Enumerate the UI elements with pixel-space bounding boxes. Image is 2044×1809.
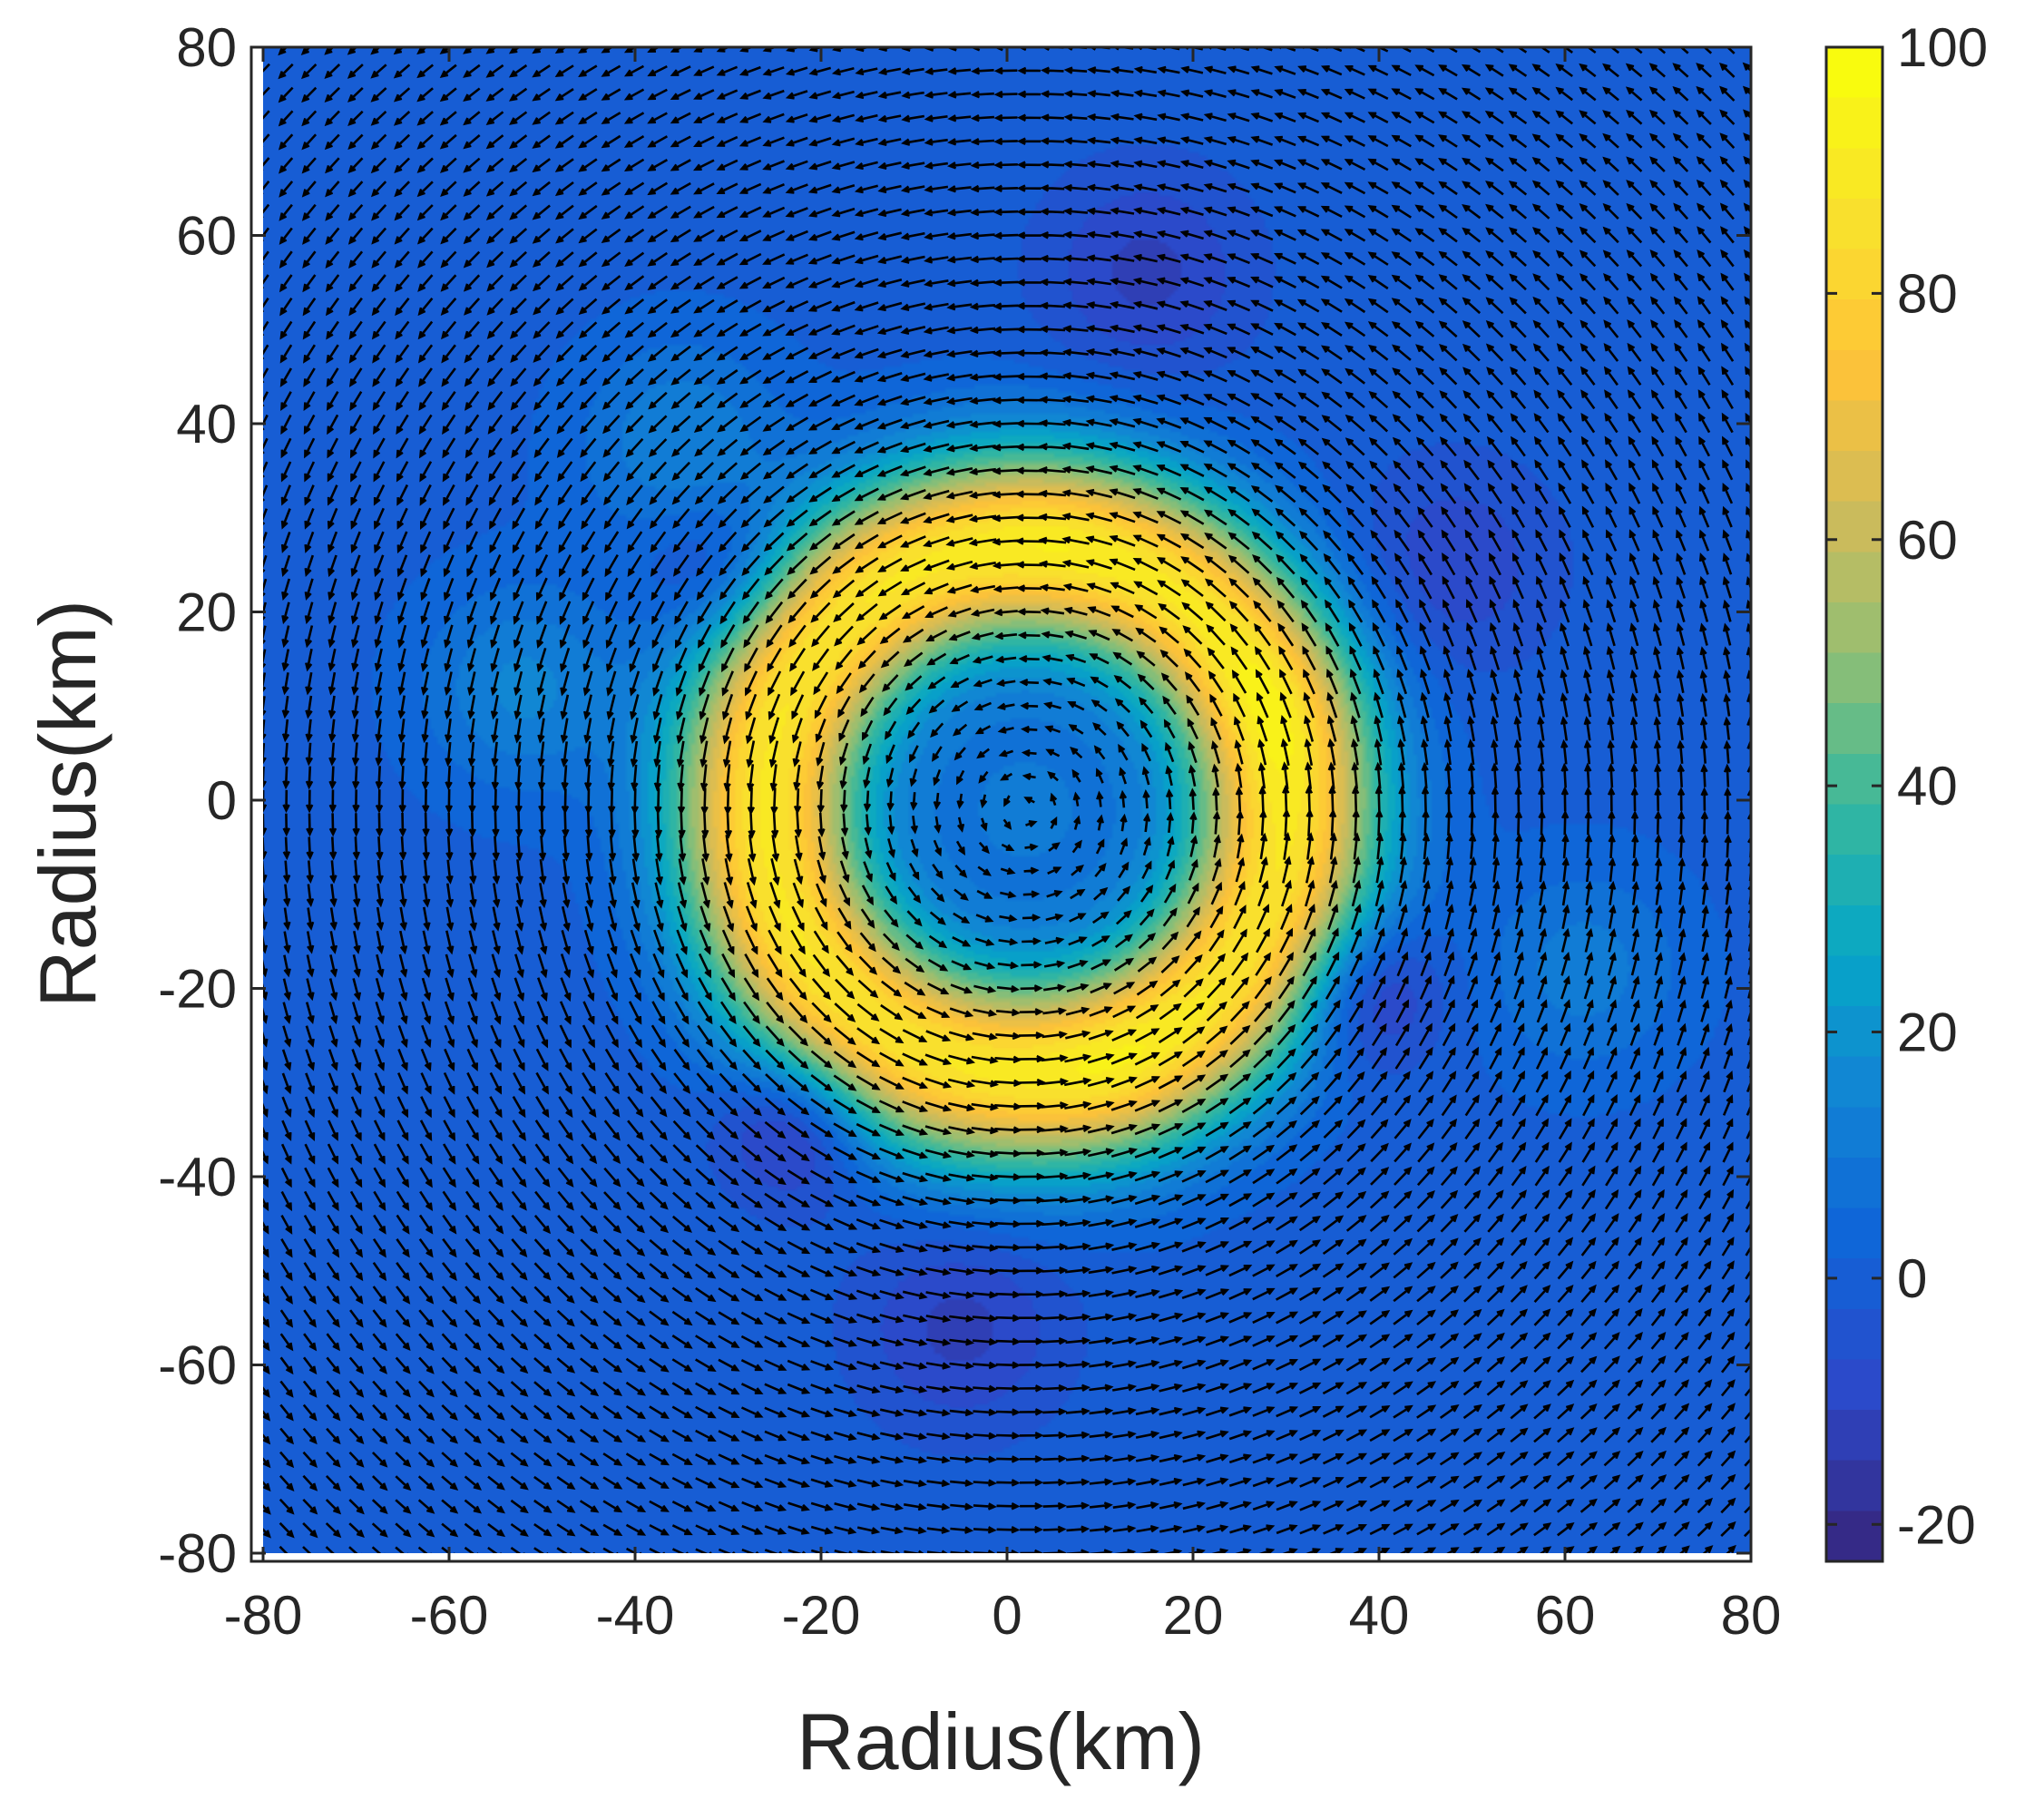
- x-tick-label: 40: [1349, 1585, 1410, 1646]
- x-tick-label: 80: [1721, 1585, 1782, 1646]
- colorbar-frame: [1824, 45, 1884, 1563]
- x-tick-label: -40: [596, 1585, 675, 1646]
- colorbar-tick-label: 20: [1897, 1002, 1958, 1063]
- colorbar-fill: [1826, 47, 1883, 1561]
- plot-area: -80 -60 -40 -20 0 20 40 60 80 -80 -60 -40 -20 0 20 40 6…: [23, 17, 1781, 1786]
- x-tick-label: -80: [224, 1585, 303, 1646]
- y-tick-label: 20: [176, 582, 237, 643]
- colorbar: -20 0 20 40 60 80 100: [1824, 17, 1988, 1563]
- y-tick-label: 0: [207, 770, 237, 831]
- x-tick-label: 60: [1535, 1585, 1596, 1646]
- wind-vector-arrows: [263, 47, 1751, 1553]
- y-tick-label: 80: [176, 17, 237, 78]
- x-axis-title: Radius(km): [797, 1697, 1205, 1786]
- colorbar-tick-label: -20: [1897, 1494, 1976, 1555]
- y-tick-label: -60: [158, 1335, 237, 1396]
- wind-vector-field: [263, 47, 1751, 1553]
- y-tick-label: -40: [158, 1147, 237, 1208]
- y-tick-label: 60: [176, 206, 237, 267]
- x-tick-label: -60: [410, 1585, 489, 1646]
- y-axis: -80 -60 -40 -20 0 20 40 60 80: [158, 17, 1751, 1584]
- colorbar-tick-label: 100: [1897, 17, 1988, 78]
- colorbar-tick-label: 60: [1897, 510, 1958, 571]
- colorbar-tick-label: 40: [1897, 756, 1958, 816]
- colorbar-tick-label: 0: [1897, 1248, 1927, 1309]
- x-tick-label: 20: [1163, 1585, 1224, 1646]
- y-axis-title: Radius(km): [23, 600, 112, 1008]
- y-tick-label: -20: [158, 959, 237, 1020]
- y-tick-label: -80: [158, 1523, 237, 1584]
- x-tick-label: -20: [782, 1585, 861, 1646]
- colorbar-ticks: -20 0 20 40 60 80 100: [1826, 17, 1988, 1555]
- x-axis: -80 -60 -40 -20 0 20 40 60 80: [224, 47, 1782, 1646]
- y-tick-label: 40: [176, 394, 237, 455]
- plot-frame: [249, 45, 1753, 1563]
- colorbar-tick-label: 80: [1897, 263, 1958, 324]
- x-tick-label: 0: [992, 1585, 1022, 1646]
